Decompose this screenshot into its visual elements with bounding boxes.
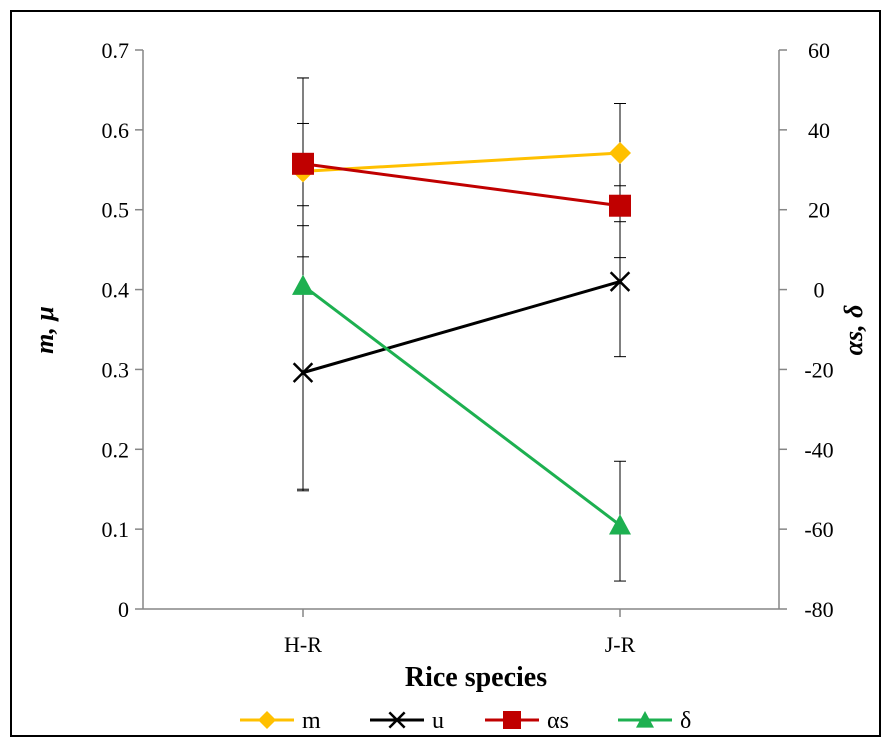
y-left-tick-label: 0	[118, 597, 129, 622]
data-point-x	[292, 362, 314, 383]
y-left-tick-label: 0.6	[102, 118, 130, 143]
y-right-tick-label: -40	[804, 437, 833, 462]
error-bars	[297, 77, 626, 582]
x-axis-title: Rice species	[405, 662, 547, 693]
y-left-tick-label: 0.4	[102, 278, 130, 303]
legend-swatch-marker	[388, 711, 406, 729]
legend-label: αs	[547, 708, 569, 734]
y-right-tick-label: -60	[804, 517, 833, 542]
legend-label: u	[432, 708, 444, 734]
x-marker-stroke	[388, 711, 406, 729]
y-axis-left-title: m, μ	[30, 306, 59, 354]
legend-label: δ	[680, 708, 691, 734]
data-point-triangle	[609, 514, 631, 535]
data-point-diamond	[609, 142, 631, 165]
legend-item-square: αs	[485, 708, 569, 734]
data-point-triangle	[292, 274, 314, 295]
series-line-x	[302, 280, 621, 375]
y-right-tick-label: -20	[804, 357, 833, 382]
y-right-tick-label: 20	[808, 198, 830, 223]
legend: m u αs δ	[240, 708, 691, 734]
legend-item-triangle: δ	[618, 708, 691, 734]
series-line-square	[302, 162, 621, 208]
series-lines	[302, 151, 621, 527]
chart-frame	[10, 10, 881, 737]
y-left-tick-label: 0.7	[102, 38, 130, 63]
series-line-triangle	[302, 284, 621, 527]
series-markers	[292, 142, 631, 535]
data-point-square	[609, 194, 631, 217]
y-left-tick-label: 0.2	[102, 437, 130, 462]
series-line-diamond	[302, 151, 621, 173]
y-right-tick-label: 40	[808, 118, 830, 143]
legend-label: m	[302, 708, 321, 734]
tick-labels: 0 0.1 0.2 0.3 0.4 0.5 0.6 0.7 -80 -60 -40 -20 0 20 40 6…	[102, 38, 834, 657]
x-tick-label: H-R	[284, 632, 322, 657]
data-point-square	[292, 152, 314, 175]
y-left-tick-label: 0.5	[102, 198, 130, 223]
legend-swatch-marker	[258, 711, 276, 729]
legend-item-x: u	[370, 708, 444, 734]
x-marker-stroke	[292, 362, 314, 383]
legend-swatch-marker	[503, 711, 521, 729]
y-right-tick-label: 0	[814, 278, 825, 303]
legend-item-diamond: m	[240, 708, 321, 734]
data-point-x	[609, 271, 631, 292]
y-left-tick-label: 0.3	[102, 357, 130, 382]
y-axis-right-title: αs, δ	[839, 305, 868, 356]
y-left-tick-label: 0.1	[102, 517, 130, 542]
x-tick-label: J-R	[605, 632, 636, 657]
plot-area	[135, 49, 787, 617]
x-marker-stroke	[609, 271, 631, 292]
y-right-tick-label: -80	[804, 597, 833, 622]
y-right-tick-label: 60	[808, 38, 830, 63]
legend-swatch-marker	[636, 711, 654, 728]
